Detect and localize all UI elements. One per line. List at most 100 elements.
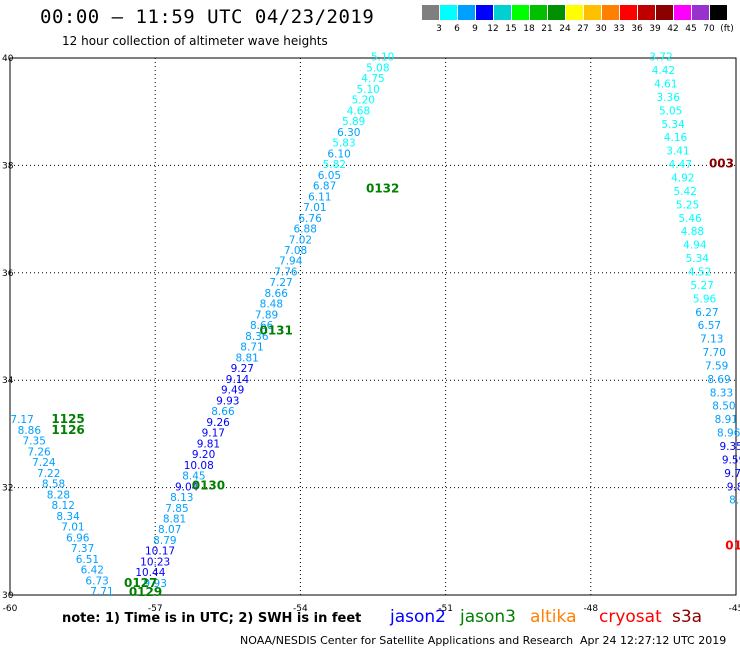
time-label: 003: [709, 157, 734, 171]
wave-height-value: 9.74: [724, 468, 740, 480]
wave-height-value: 4.92: [671, 173, 694, 185]
wave-height-value: 8.33: [710, 387, 733, 399]
wave-height-value: 4.16: [664, 132, 688, 144]
wave-height-value: 6.88: [294, 224, 317, 236]
wave-height-value: 7.76: [274, 266, 298, 278]
wave-height-value: 7.24: [32, 457, 56, 469]
satellite-s3a: s3a: [672, 607, 703, 627]
wave-height-value: 7.22: [37, 468, 60, 480]
wave-height-value: 8.45: [182, 471, 205, 483]
wave-height-value: 6.76: [298, 213, 322, 225]
wave-height-value: 6.73: [85, 575, 108, 587]
wave-height-value: 5.46: [678, 213, 702, 225]
legend-swatch: [656, 5, 673, 20]
wave-height-value: 8.81: [163, 514, 186, 526]
legend-label: (ft): [720, 24, 734, 34]
wave-height-value: 4.52: [688, 266, 711, 278]
wave-height-value: 4.42: [652, 65, 675, 77]
wave-height-value: 5.20: [352, 95, 375, 107]
time-label: 0132: [366, 181, 399, 195]
legend-swatch: [638, 5, 655, 20]
wave-height-value: 7.02: [289, 234, 312, 246]
legend-swatch: [692, 5, 709, 20]
legend-label: 39: [649, 24, 661, 34]
wave-height-value: 8.48: [260, 299, 283, 311]
wave-height-value: 10.17: [145, 546, 175, 558]
legend-swatch: [566, 5, 583, 20]
wave-height-value: 7.94: [279, 256, 303, 268]
generated-timestamp: Apr 24 12:27:12 UTC 2019: [580, 634, 727, 647]
page-subtitle: 12 hour collection of altimeter wave hei…: [62, 34, 328, 48]
wave-height-value: 6.05: [318, 170, 341, 182]
legend-label: 36: [631, 24, 643, 34]
time-label: 0130: [192, 479, 225, 493]
wave-height-value: 5.83: [332, 138, 355, 150]
legend-label: 27: [577, 24, 589, 34]
wave-height-value: 6.51: [76, 554, 99, 566]
wave-height-value: 9.93: [216, 395, 239, 407]
wave-height-value: 8.81: [235, 352, 258, 364]
units-note: note: 1) Time is in UTC; 2) SWH is in fe…: [62, 611, 362, 626]
lat-tick-label: 40: [2, 54, 14, 64]
wave-height-value: 9.35: [719, 441, 740, 453]
wave-height-value: 9.14: [226, 374, 250, 386]
wave-height-value: 7.89: [255, 309, 278, 321]
wave-height-value: 4.61: [654, 79, 677, 91]
wave-height-value: 5.42: [673, 186, 696, 198]
satellite-jason2: jason2: [390, 607, 446, 627]
wave-height-value: 6.11: [308, 191, 331, 203]
wave-height-value: 7.37: [71, 543, 94, 555]
wave-height-value: 7.17: [10, 414, 33, 426]
wave-height-value: 7.85: [165, 503, 188, 515]
wave-height-value: 8.34: [56, 511, 80, 523]
wave-height-value: 7.27: [269, 277, 292, 289]
time-label: 0129: [129, 585, 162, 599]
wave-height-value: 3.72: [649, 52, 672, 64]
wave-height-value: 9.04: [175, 481, 199, 493]
legend-label: 12: [487, 24, 499, 34]
legend-swatch: [512, 5, 529, 20]
wave-height-value: 8.66: [729, 495, 740, 507]
lat-tick-label: 32: [2, 484, 13, 494]
wave-height-value: 10.08: [184, 460, 214, 472]
legend-label: 15: [505, 24, 517, 34]
legend-label: 33: [613, 24, 625, 34]
wave-height-value: 8.36: [245, 331, 269, 343]
lon-tick-label: -54: [293, 604, 308, 614]
wave-height-value: 5.34: [686, 253, 710, 265]
page-title: 00:00 – 11:59 UTC 04/23/2019: [40, 6, 375, 28]
wave-height-value: 7.01: [61, 522, 84, 534]
wave-height-value: 5.25: [676, 199, 699, 211]
satellite-jason3: jason3: [460, 607, 516, 627]
legend-label: 18: [523, 24, 535, 34]
wave-height-value: 8.66: [265, 288, 289, 300]
wave-height-value: 5.08: [366, 62, 389, 74]
wave-height-value: 7.59: [705, 360, 728, 372]
wave-height-value: 6.96: [66, 532, 90, 544]
wave-height-value: 8.96: [717, 428, 740, 440]
wave-height-value: 7.26: [27, 446, 51, 458]
legend-label: 24: [559, 24, 571, 34]
legend-swatch: [584, 5, 601, 20]
legend-swatch: [458, 5, 475, 20]
wave-height-value: 9.93: [144, 578, 167, 590]
legend-swatch: [494, 5, 511, 20]
legend-label: 3: [436, 24, 442, 34]
lon-tick-label: -60: [3, 604, 18, 614]
wave-height-value: 7.01: [303, 202, 326, 214]
wave-height-value: 6.42: [81, 565, 104, 577]
legend-label: 30: [595, 24, 607, 34]
wave-height-value: 8.66: [250, 320, 274, 332]
legend-swatch: [602, 5, 619, 20]
wave-height-value: 3.41: [666, 146, 689, 158]
legend-label: 21: [541, 24, 553, 34]
lat-tick-label: 30: [2, 591, 14, 601]
legend-swatch: [440, 5, 457, 20]
time-label: 0131: [259, 324, 292, 338]
wave-height-value: 7.08: [284, 245, 307, 257]
wave-height-value: 7.13: [700, 334, 723, 346]
wave-height-value: 9.81: [197, 438, 220, 450]
wave-height-value: 8.91: [715, 414, 738, 426]
wave-height-value: 6.27: [695, 307, 718, 319]
wave-height-value: 9.86: [727, 481, 740, 493]
